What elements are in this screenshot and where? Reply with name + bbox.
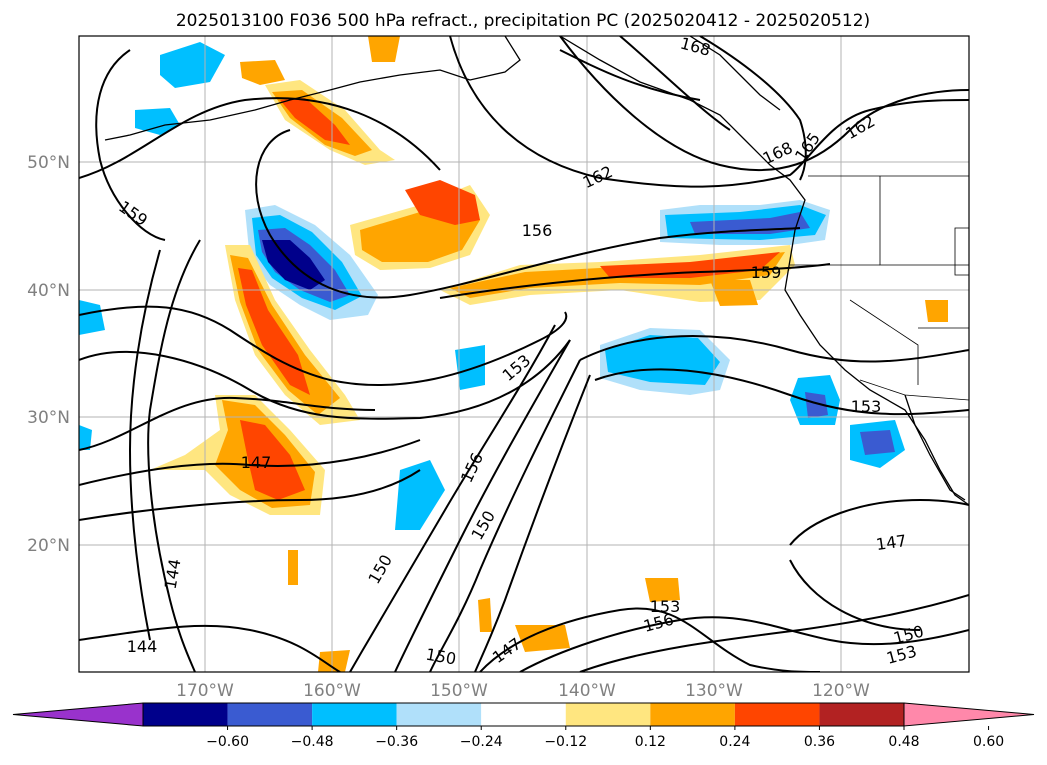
- contour-label: 168: [678, 34, 712, 60]
- political-borders: [790, 175, 969, 401]
- colorbar-tick-label: −0.36: [375, 734, 418, 750]
- colorbar-swatch: [819, 703, 904, 726]
- refractivity-contours: [79, 36, 969, 672]
- precip-patch-negative: [79, 300, 105, 335]
- precip-patch-positive: [240, 60, 285, 85]
- colorbar-tick-label: 0.24: [719, 734, 750, 750]
- colorbar: −0.60 −0.48 −0.36 −0.24 −0.12 0.12 0.24 0.36 0.4…: [12, 702, 1035, 750]
- longitude-labels: 170°W 160°W 150°W 140°W 130°W 120°W: [176, 681, 870, 701]
- precip-patch-negative: [860, 430, 895, 455]
- contour-label: 156: [522, 221, 553, 240]
- map-frame: [78, 35, 970, 673]
- colorbar-swatch: [565, 703, 651, 726]
- contour-label: 147: [241, 453, 272, 472]
- lon-label: 160°W: [303, 681, 361, 701]
- precip-patch-positive: [515, 625, 570, 652]
- colorbar-swatch: [650, 703, 735, 726]
- colorbar-tick-label: 0.48: [888, 734, 919, 750]
- colorbar-swatch: [143, 703, 228, 726]
- lon-label: 130°W: [685, 681, 743, 701]
- precip-patch-negative: [605, 335, 720, 385]
- lat-label: 40°N: [27, 281, 70, 301]
- colorbar-extend-low: [12, 702, 144, 727]
- contour-label: 144: [127, 637, 158, 656]
- map-area: 168 162 168 165 162 159 156 159 153 153 …: [79, 34, 969, 672]
- precip-patch-positive: [238, 268, 310, 395]
- map-title: 2025013100 F036 500 hPa refract., precip…: [176, 11, 870, 31]
- precip-patch-positive: [925, 300, 948, 322]
- graticule: [79, 36, 969, 672]
- precip-patch-positive: [240, 420, 305, 500]
- colorbar-tick-label: −0.12: [544, 734, 587, 750]
- precip-patch-negative: [135, 108, 180, 135]
- coastlines: [104, 36, 969, 506]
- precip-patch-positive: [478, 598, 492, 632]
- precip-shading: [79, 36, 948, 672]
- colorbar-tick-label: 0.36: [804, 734, 835, 750]
- contour-label: 147: [875, 531, 908, 554]
- lon-label: 150°W: [430, 681, 488, 701]
- precip-patch-positive: [318, 650, 350, 672]
- lon-label: 170°W: [176, 681, 234, 701]
- precip-patch-negative: [160, 42, 225, 88]
- colorbar-swatch: [481, 703, 566, 726]
- colorbar-tick-label: −0.24: [460, 734, 503, 750]
- colorbar-swatch: [227, 703, 313, 726]
- precip-patch-positive: [710, 280, 758, 306]
- latitude-labels: 50°N 40°N 30°N 20°N: [27, 153, 70, 556]
- colorbar-frame: [142, 702, 905, 727]
- contour-label: 153: [851, 397, 882, 416]
- colorbar-tick-label: 0.60: [973, 734, 1004, 750]
- lat-label: 20°N: [27, 536, 70, 556]
- precip-patch-positive: [645, 578, 680, 602]
- lat-label: 30°N: [27, 408, 70, 428]
- lat-label: 50°N: [27, 153, 70, 173]
- precip-patch-positive: [288, 550, 298, 585]
- colorbar-swatch: [312, 703, 397, 726]
- lon-label: 120°W: [812, 681, 870, 701]
- precip-patch-negative: [79, 425, 92, 450]
- colorbar-extend-high: [903, 702, 1035, 727]
- colorbar-tick-label: −0.48: [291, 734, 334, 750]
- precip-patch-positive: [405, 180, 480, 225]
- colorbar-swatch: [396, 703, 482, 726]
- contour-label: 153: [650, 597, 681, 616]
- colorbar-swatch: [734, 703, 820, 726]
- precip-patch-negative: [455, 345, 485, 390]
- colorbar-tick-label: −0.60: [206, 734, 249, 750]
- lon-label: 140°W: [558, 681, 616, 701]
- precip-patch-positive: [368, 36, 400, 62]
- precip-patch-negative: [805, 392, 828, 418]
- colorbar-tick-label: 0.12: [635, 734, 666, 750]
- contour-label: 159: [751, 263, 782, 282]
